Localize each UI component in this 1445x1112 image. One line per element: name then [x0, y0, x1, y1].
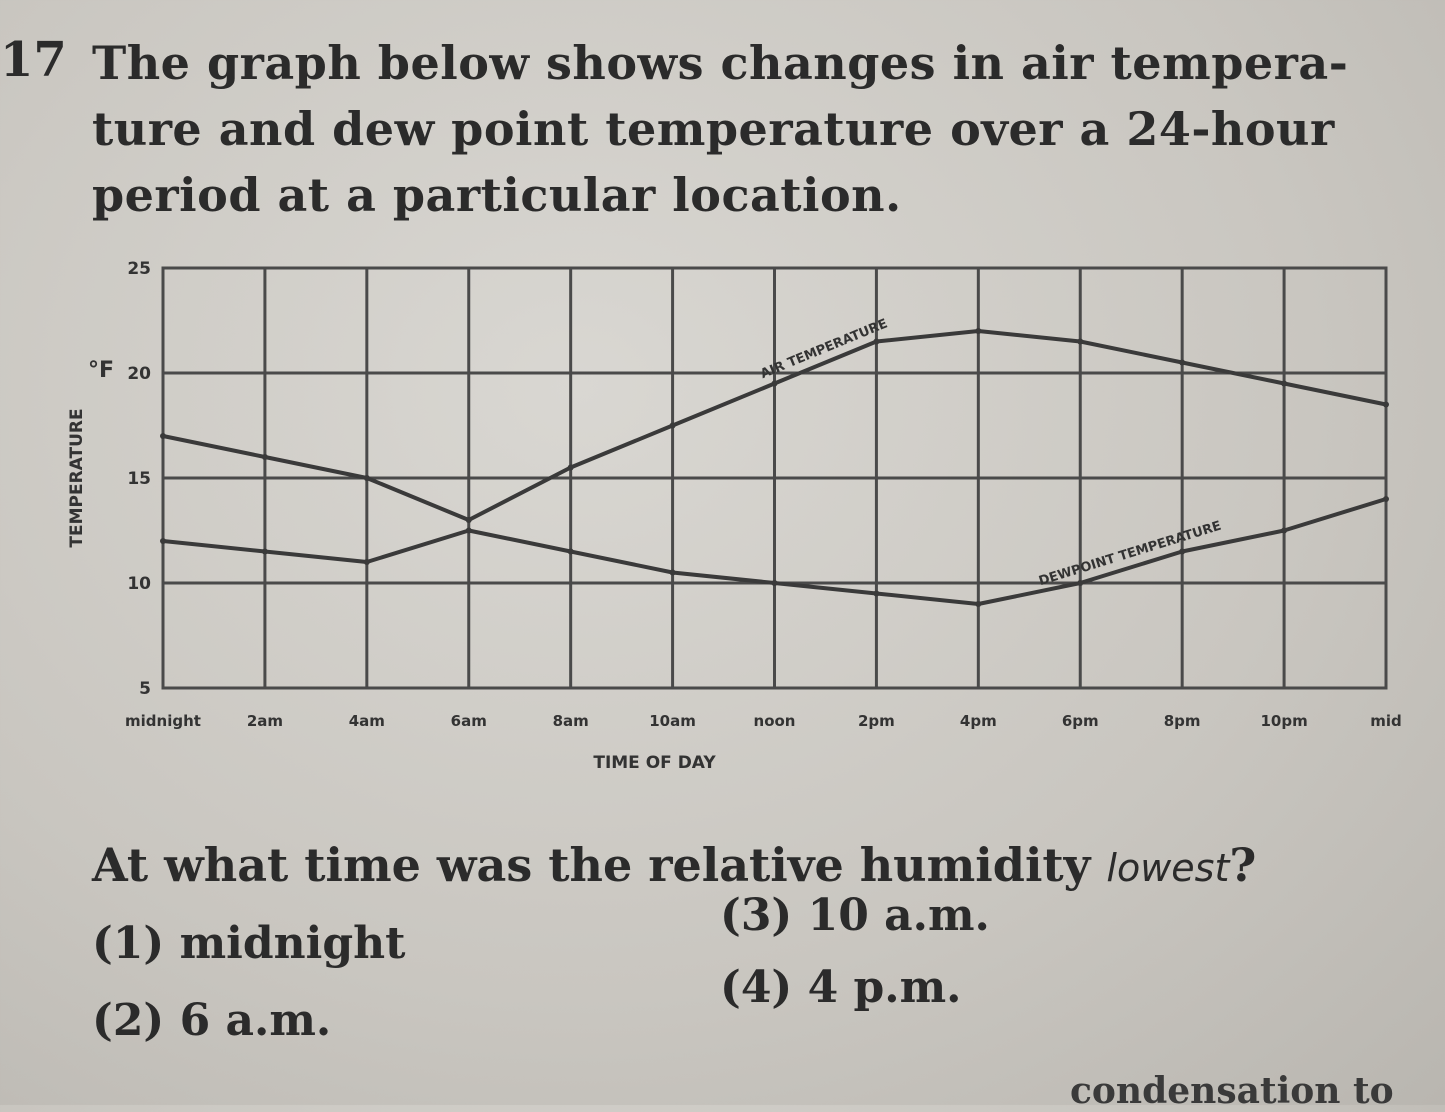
data-point [1281, 527, 1288, 534]
choice-4[interactable]: (4) 4 p.m. [720, 962, 962, 1013]
choice-number: (3) [720, 890, 793, 941]
data-point [1383, 401, 1389, 408]
choice-text: midnight [179, 918, 406, 969]
data-point [261, 454, 268, 460]
x-tick-label: mid [1370, 712, 1402, 730]
stem-line: The graph below shows changes in air tem… [92, 36, 1349, 90]
x-tick-label: 10am [649, 712, 696, 730]
choice-text: 4 p.m. [807, 962, 962, 1013]
data-point [873, 338, 880, 345]
x-tick-label: 10pm [1260, 712, 1307, 730]
series-label: DEWPOINT TEMPERATURE [1037, 519, 1223, 590]
x-tick-label: 8am [553, 712, 589, 730]
data-point [160, 433, 166, 439]
data-point [567, 464, 574, 471]
y-tick-label: 20 [127, 364, 151, 384]
data-point [1179, 548, 1186, 555]
question-number: 17 [0, 32, 67, 88]
continued-text: condensation to [1070, 1070, 1394, 1112]
data-point [771, 380, 778, 387]
y-tick-label: 25 [127, 259, 151, 279]
data-point [669, 569, 676, 576]
y-tick-label: 15 [127, 469, 151, 489]
choice-3[interactable]: (3) 10 a.m. [720, 890, 990, 941]
choice-number: (2) [92, 995, 165, 1046]
data-point [771, 580, 778, 586]
data-point [261, 548, 268, 555]
prompt-end: ? [1229, 838, 1257, 892]
data-point [363, 475, 370, 481]
choice-2[interactable]: (2) 6 a.m. [92, 995, 331, 1046]
data-point [567, 548, 574, 555]
data-point [363, 559, 370, 565]
x-tick-label: noon [754, 712, 796, 730]
data-point [1383, 496, 1389, 502]
choice-text: 6 a.m. [179, 995, 332, 1046]
choice-text: 10 a.m. [807, 890, 990, 941]
temperature-chart: 5 10 15 20 25 midnight 2am 4am 6am 8am 10am noon 2pm… [67, 259, 1402, 773]
data-point [873, 590, 880, 597]
prompt-emphasis: lowest [1106, 846, 1230, 890]
data-point [975, 328, 982, 334]
data-point [1281, 380, 1288, 387]
prompt-text: At what time was the relative humidity [92, 838, 1091, 892]
data-point [1077, 338, 1084, 345]
x-tick-label: 6am [451, 712, 487, 730]
question-stem: The graph below shows changes in air tem… [92, 30, 1349, 228]
x-axis-label: TIME OF DAY [593, 753, 716, 773]
choice-number: (1) [92, 918, 165, 969]
y-axis-unit: °F [88, 358, 114, 383]
x-tick-label: 8pm [1164, 712, 1201, 730]
stem-line: ture and dew point temperature over a 24… [92, 102, 1335, 156]
choice-1[interactable]: (1) midnight [92, 918, 405, 969]
y-tick-label: 10 [127, 574, 151, 594]
data-point [465, 517, 472, 523]
data-point [1077, 580, 1084, 586]
x-tick-label: 2pm [858, 712, 895, 730]
x-tick-label: midnight [125, 712, 201, 730]
stem-line: period at a particular location. [92, 168, 902, 222]
data-point [975, 601, 982, 607]
x-tick-label: 4pm [960, 712, 997, 730]
choice-number: (4) [720, 962, 793, 1013]
data-point [160, 538, 166, 544]
data-point [1179, 359, 1186, 366]
x-tick-label: 6pm [1062, 712, 1099, 730]
data-point [465, 527, 472, 534]
x-tick-label: 4am [349, 712, 385, 730]
y-axis-label: TEMPERATURE [67, 408, 87, 547]
question-prompt: At what time was the relative humidity l… [92, 838, 1256, 892]
data-point [669, 422, 676, 429]
x-tick-label: 2am [247, 712, 283, 730]
y-tick-label: 5 [139, 679, 151, 699]
